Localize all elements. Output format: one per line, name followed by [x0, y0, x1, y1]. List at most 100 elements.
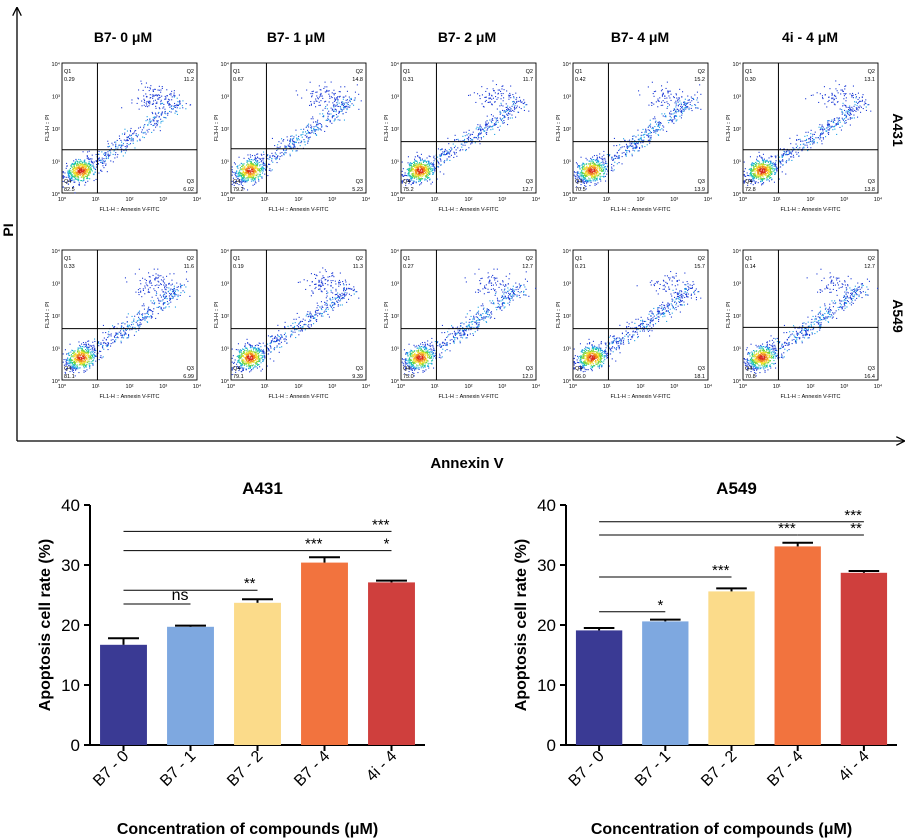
- flow-event: [289, 153, 291, 155]
- flow-event: [503, 122, 505, 124]
- flow-event: [647, 129, 649, 131]
- flow-y-label: FL3-H :: PI: [726, 114, 732, 141]
- flow-event: [84, 175, 86, 177]
- flow-event: [670, 93, 672, 95]
- flow-event: [687, 95, 689, 97]
- flow-event: [66, 363, 68, 365]
- flow-event: [770, 171, 772, 173]
- flow-event: [628, 150, 630, 152]
- flow-event: [103, 341, 105, 343]
- flow-event: [440, 164, 442, 166]
- flow-event: [122, 142, 124, 144]
- flow-event: [309, 132, 311, 134]
- flow-event: [633, 147, 635, 149]
- flow-event: [594, 170, 596, 172]
- flow-event: [670, 117, 672, 119]
- flow-event: [247, 164, 249, 166]
- flow-event: [257, 168, 259, 170]
- flow-event: [844, 109, 846, 111]
- flow-event: [150, 123, 152, 125]
- flow-event: [138, 108, 140, 110]
- flow-event: [841, 117, 843, 119]
- flow-event: [73, 179, 75, 181]
- flow-event: [92, 354, 94, 356]
- flow-event: [596, 156, 598, 158]
- quadrant-q3-value: 13.8: [864, 187, 875, 193]
- flow-event: [78, 174, 80, 176]
- flow-event: [74, 163, 76, 165]
- flow-event: [118, 331, 120, 333]
- flow-event: [84, 184, 86, 186]
- flow-event: [782, 153, 784, 155]
- flow-event: [743, 182, 745, 184]
- flow-event: [233, 184, 235, 186]
- flow-event: [486, 132, 488, 134]
- flow-event: [143, 104, 145, 106]
- flow-event: [67, 358, 69, 360]
- flow-event: [86, 177, 88, 179]
- flow-event: [649, 131, 651, 133]
- flow-event: [589, 168, 591, 170]
- flow-event: [130, 135, 132, 137]
- flow-event: [822, 129, 824, 131]
- flow-event: [143, 137, 145, 139]
- flow-event: [770, 162, 772, 164]
- flow-event: [280, 142, 282, 144]
- flow-event: [774, 163, 776, 165]
- flow-event: [101, 162, 103, 164]
- flow-event: [78, 180, 80, 182]
- flow-event: [84, 173, 86, 175]
- flow-event: [819, 124, 821, 126]
- flow-event: [784, 151, 786, 153]
- flow-event: [101, 159, 103, 161]
- flow-event: [313, 132, 315, 134]
- flow-event: [155, 113, 157, 115]
- flow-event: [105, 163, 107, 165]
- flow-event: [409, 170, 411, 172]
- flow-event: [95, 169, 97, 171]
- flow-event: [424, 170, 426, 172]
- flow-event: [596, 158, 598, 160]
- flow-event: [650, 126, 652, 128]
- flow-event: [283, 149, 285, 151]
- flow-event: [162, 102, 164, 104]
- flow-event: [765, 167, 767, 169]
- flow-event: [420, 153, 422, 155]
- flow-event: [762, 183, 764, 185]
- flow-event: [84, 351, 86, 353]
- flow-event: [90, 161, 92, 163]
- flow-event: [645, 129, 647, 131]
- flow-event: [234, 171, 236, 173]
- flow-event: [411, 165, 413, 167]
- flow-event: [655, 90, 657, 92]
- flow-event: [764, 178, 766, 180]
- flow-event: [599, 164, 601, 166]
- flow-event: [285, 145, 287, 147]
- flow-event: [417, 172, 419, 174]
- flow-event: [417, 165, 419, 167]
- flow-event: [419, 171, 421, 173]
- flow-event: [444, 148, 446, 150]
- flow-event: [449, 156, 451, 158]
- flow-event: [670, 113, 672, 115]
- flow-event: [744, 175, 746, 177]
- flow-event: [690, 107, 692, 109]
- flow-event: [250, 163, 252, 165]
- flow-event: [334, 108, 336, 110]
- flow-event: [75, 167, 77, 169]
- flow-event: [661, 113, 663, 115]
- flow-event: [84, 360, 86, 362]
- flow-event: [613, 158, 615, 160]
- flow-event: [247, 176, 249, 178]
- flow-event: [412, 171, 414, 173]
- flow-event: [67, 170, 69, 172]
- flow-event: [411, 182, 413, 184]
- flow-event: [152, 97, 154, 99]
- flow-event: [654, 118, 656, 120]
- flow-event: [416, 172, 418, 174]
- flow-event: [820, 128, 822, 130]
- flow-event: [774, 162, 776, 164]
- flow-event: [143, 95, 145, 97]
- flow-event: [653, 129, 655, 131]
- flow-event: [75, 168, 77, 170]
